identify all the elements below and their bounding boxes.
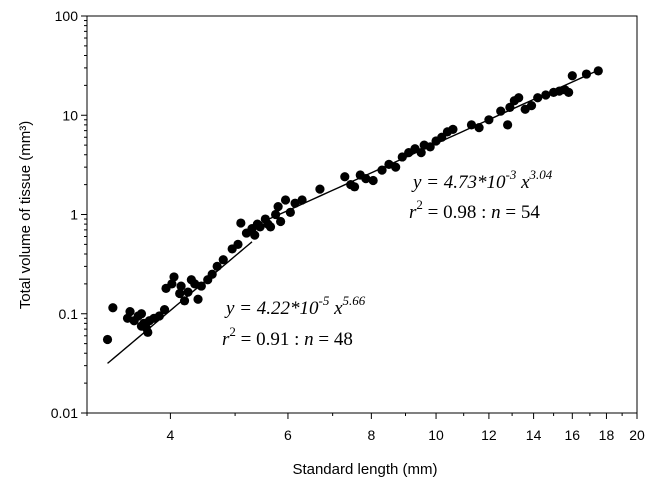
data-point: [175, 288, 185, 299]
x-tick-label: 20: [629, 427, 645, 443]
equation-lower-exp1: -5: [319, 293, 330, 308]
x-tick-label: 10: [428, 427, 444, 443]
r2-upper-exp: 2: [416, 197, 423, 212]
data-point: [236, 218, 246, 228]
y-tick-label: 100: [55, 8, 79, 24]
fit-line: [251, 69, 599, 228]
equation-lower-lead: y = 4.22*10: [224, 298, 319, 319]
data-point: [564, 87, 574, 97]
x-tick-label: 6: [284, 427, 292, 443]
data-point: [143, 327, 153, 337]
data-point: [503, 120, 513, 130]
data-point: [526, 101, 537, 111]
data-point: [108, 303, 118, 313]
plot-frame: [86, 15, 638, 414]
data-point: [514, 93, 524, 103]
r2-upper-var: r: [409, 202, 417, 223]
r2-upper: r2 = 0.98 : n = 54: [409, 197, 540, 223]
r2-lower-exp: 2: [229, 324, 236, 339]
data-point: [391, 162, 401, 172]
data-point: [567, 71, 577, 81]
y-tick-label: 0.1: [59, 306, 79, 322]
data-point: [125, 307, 135, 317]
y-axis-title: Total volume of tissue (mm³): [17, 121, 34, 309]
data-point: [167, 279, 177, 289]
data-point: [169, 272, 179, 282]
n-upper-value: = 54: [501, 202, 541, 223]
n-lower-var: n: [304, 329, 314, 350]
r2-upper-value: = 0.98 :: [423, 202, 491, 223]
equation-upper-var: x: [516, 172, 530, 193]
data-point: [448, 124, 458, 135]
fit-lines: [107, 69, 599, 364]
x-axis-title: Standard length (mm): [292, 461, 437, 478]
data-point: [273, 202, 283, 212]
data-point: [179, 296, 190, 306]
data-point: [233, 239, 243, 249]
data-point: [368, 175, 378, 186]
data-point: [193, 294, 203, 304]
equation-upper-lead: y = 4.73*10: [411, 172, 506, 193]
data-point: [218, 255, 228, 265]
x-tick-label: 8: [367, 427, 375, 443]
data-point: [377, 165, 387, 175]
data-point: [280, 195, 291, 205]
x-tick-label: 18: [599, 427, 615, 443]
n-lower-value: = 48: [314, 329, 353, 350]
x-tick-label: 12: [481, 427, 497, 443]
data-point: [276, 216, 286, 227]
x-tick-label: 4: [167, 427, 175, 443]
y-tick-label: 1: [70, 207, 78, 223]
x-tick-label: 16: [565, 427, 581, 443]
equation-lower-exp2: 5.66: [343, 293, 366, 308]
y-tick-label: 0.01: [51, 405, 78, 421]
r2-lower: r2 = 0.91 : n = 48: [222, 324, 353, 350]
data-point: [265, 222, 276, 232]
data-point: [315, 184, 325, 194]
data-point: [176, 281, 186, 291]
equation-lower-var: x: [329, 298, 343, 319]
n-upper-var: n: [491, 202, 501, 223]
r2-lower-value: = 0.91 :: [236, 329, 304, 350]
data-point: [196, 281, 206, 291]
data-point: [250, 230, 260, 240]
x-tick-label: 14: [526, 427, 542, 443]
axes: 100 10 1 0.1 0.01 4 6 8 10 12 14 16 18 20: [51, 8, 645, 443]
data-point: [349, 182, 360, 192]
equation-upper: y = 4.73*10-3 x3.04: [411, 167, 553, 193]
equation-upper-exp1: -3: [506, 167, 517, 182]
r2-lower-var: r: [222, 329, 230, 350]
fit-line: [107, 241, 253, 364]
y-tick-label: 10: [62, 107, 78, 123]
data-point: [159, 305, 170, 315]
data-point: [136, 309, 147, 319]
equation-upper-exp2: 3.04: [529, 167, 553, 182]
data-point: [416, 148, 426, 158]
equation-lower: y = 4.22*10-5 x5.66: [224, 293, 366, 319]
data-point: [340, 172, 350, 182]
data-point: [102, 334, 113, 345]
